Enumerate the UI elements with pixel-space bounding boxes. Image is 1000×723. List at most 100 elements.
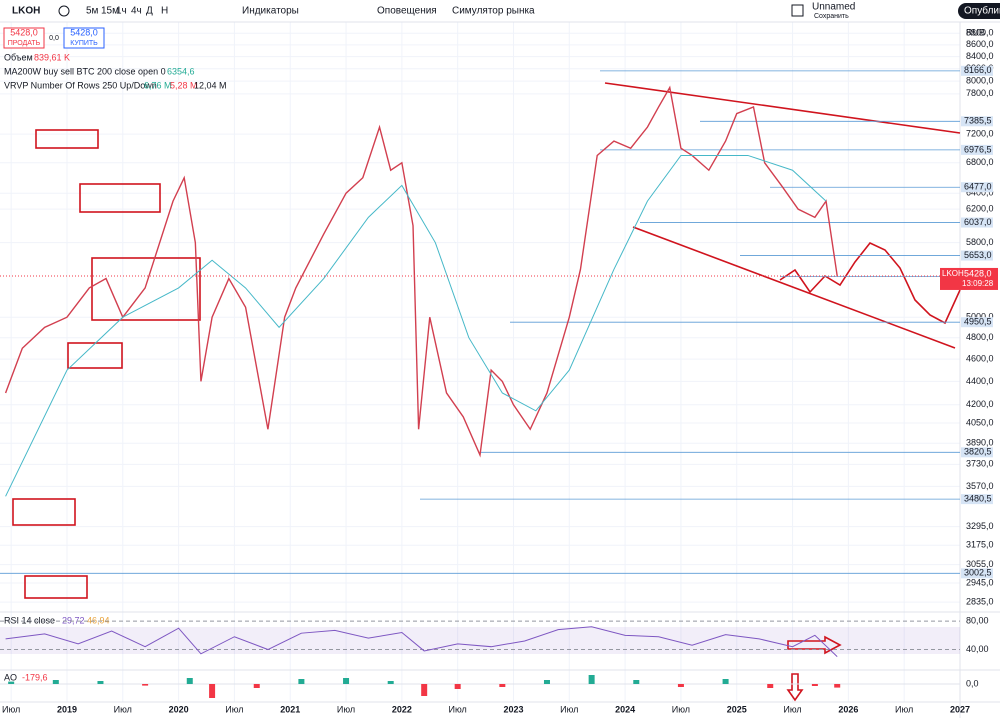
x-tick-label: 2025 <box>727 704 747 714</box>
level-tag <box>961 250 993 261</box>
level-label: 3002,5 <box>964 568 992 578</box>
y-tick-label: 4050,0 <box>966 417 994 427</box>
y-tick-label: 8600,0 <box>966 39 994 49</box>
x-tick-label: Июл <box>114 704 132 714</box>
trend-line[interactable] <box>632 226 956 349</box>
x-tick-label: 2024 <box>615 704 635 714</box>
vrvp-up: 6,76 M <box>144 80 172 90</box>
level-label: 4950,5 <box>964 317 992 327</box>
x-tick-label: 2023 <box>503 704 523 714</box>
level-label: 3820,5 <box>964 447 992 457</box>
level-tag <box>961 568 993 579</box>
trend-line[interactable] <box>604 82 961 134</box>
sell-price[interactable]: 5428,0 <box>10 27 38 37</box>
last-symbol: LKOH <box>942 269 964 278</box>
x-tick-label: 2027 <box>950 704 970 714</box>
ao-bar <box>499 684 506 687</box>
x-tick-label: Июл <box>2 704 20 714</box>
price-line <box>4 85 838 458</box>
y-tick-label: 7200,0 <box>966 128 994 138</box>
interval[interactable]: Н <box>161 6 168 17</box>
drawn-rectangle[interactable] <box>91 257 201 321</box>
buy-button[interactable] <box>63 27 105 49</box>
y-tick-label: 3295,0 <box>966 521 994 531</box>
ao-bar <box>387 681 394 684</box>
replay[interactable]: Симулятор рынка <box>452 6 535 17</box>
level-label: 3480,5 <box>964 494 992 504</box>
moving-average <box>5 154 827 497</box>
interval[interactable]: 1ч <box>116 6 127 17</box>
interval[interactable]: 5м <box>86 6 99 17</box>
add-symbol[interactable] <box>58 5 70 17</box>
y-tick-label: 6400,0 <box>966 188 994 198</box>
drawn-rectangle[interactable] <box>79 183 161 213</box>
level-label: 6477,0 <box>964 182 992 192</box>
rsi-value: 29,72 <box>62 615 85 625</box>
layout-name[interactable]: Unnamed <box>812 2 855 13</box>
rsi-title: RSI 14 close <box>4 615 55 625</box>
x-tick-label: 2019 <box>57 704 77 714</box>
ao-bar <box>677 684 684 687</box>
ao-bar <box>633 680 640 684</box>
spread: 0,0 <box>49 35 59 42</box>
ao-bar <box>811 684 818 686</box>
drawn-rectangle[interactable] <box>35 129 99 149</box>
level-label: 6037,0 <box>964 217 992 227</box>
ao-bar <box>97 681 104 684</box>
ao-bar <box>142 684 149 686</box>
x-tick-label: Июл <box>672 704 690 714</box>
level-label: 6976,5 <box>964 144 992 154</box>
ao-bar <box>767 684 774 688</box>
ao-bar <box>421 684 428 696</box>
interval[interactable]: 15м <box>101 6 119 17</box>
rsi-tick-label: 80,00 <box>966 615 989 625</box>
ao-bar <box>834 684 841 688</box>
y-tick-label: 3570,0 <box>966 481 994 491</box>
sell-label[interactable]: ПРОДАТЬ <box>8 40 41 47</box>
ao-bar <box>343 678 350 684</box>
buy-label[interactable]: КУПИТЬ <box>70 40 98 47</box>
level-tag <box>961 116 993 127</box>
level-label: 8166,0 <box>964 65 992 75</box>
indicators[interactable]: Индикаторы <box>242 6 299 17</box>
last-price: 5428,0 <box>964 268 992 278</box>
level-tag <box>961 144 993 155</box>
y-tick-label: 6800,0 <box>966 157 994 167</box>
level-tag <box>961 447 993 458</box>
y-tick-label: 2835,0 <box>966 597 994 607</box>
y-tick-label: 4400,0 <box>966 376 994 386</box>
rsi-line <box>5 626 838 657</box>
drawn-rectangle[interactable] <box>67 342 123 369</box>
volume-legend: Объем <box>4 52 33 62</box>
ao-bar <box>722 679 729 684</box>
y-tick-label: 8800,0 <box>966 28 994 38</box>
ao-bar <box>186 678 193 684</box>
y-tick-label: 2945,0 <box>966 577 994 587</box>
drawn-arrow[interactable] <box>787 635 842 655</box>
level-tag <box>961 494 993 505</box>
interval[interactable]: 4ч <box>131 6 142 17</box>
drawn-rectangle[interactable] <box>24 575 88 599</box>
x-tick-label: Июл <box>337 704 355 714</box>
countdown: 13:09:28 <box>962 279 994 288</box>
symbol[interactable]: LKOH <box>12 6 40 17</box>
rsi-ma-value: 46,94 <box>87 615 110 625</box>
projection-path[interactable] <box>779 242 961 325</box>
publish-text[interactable]: Опублико <box>964 5 1000 17</box>
currency: RUB <box>966 27 985 37</box>
ao-title: AO <box>4 672 17 682</box>
vrvp-down: 5,28 M <box>170 80 198 90</box>
publish-button[interactable] <box>958 3 1000 19</box>
toolbar <box>0 0 1000 22</box>
sell-button[interactable] <box>3 27 45 49</box>
alerts[interactable]: Оповещения <box>377 6 437 17</box>
ao-bar <box>588 675 595 684</box>
interval[interactable]: Д <box>146 6 153 17</box>
layout-icon[interactable] <box>791 4 804 17</box>
drawn-arrow[interactable] <box>786 673 804 702</box>
drawn-rectangle[interactable] <box>12 498 76 526</box>
buy-price[interactable]: 5428,0 <box>70 27 98 37</box>
y-tick-label: 5800,0 <box>966 237 994 247</box>
